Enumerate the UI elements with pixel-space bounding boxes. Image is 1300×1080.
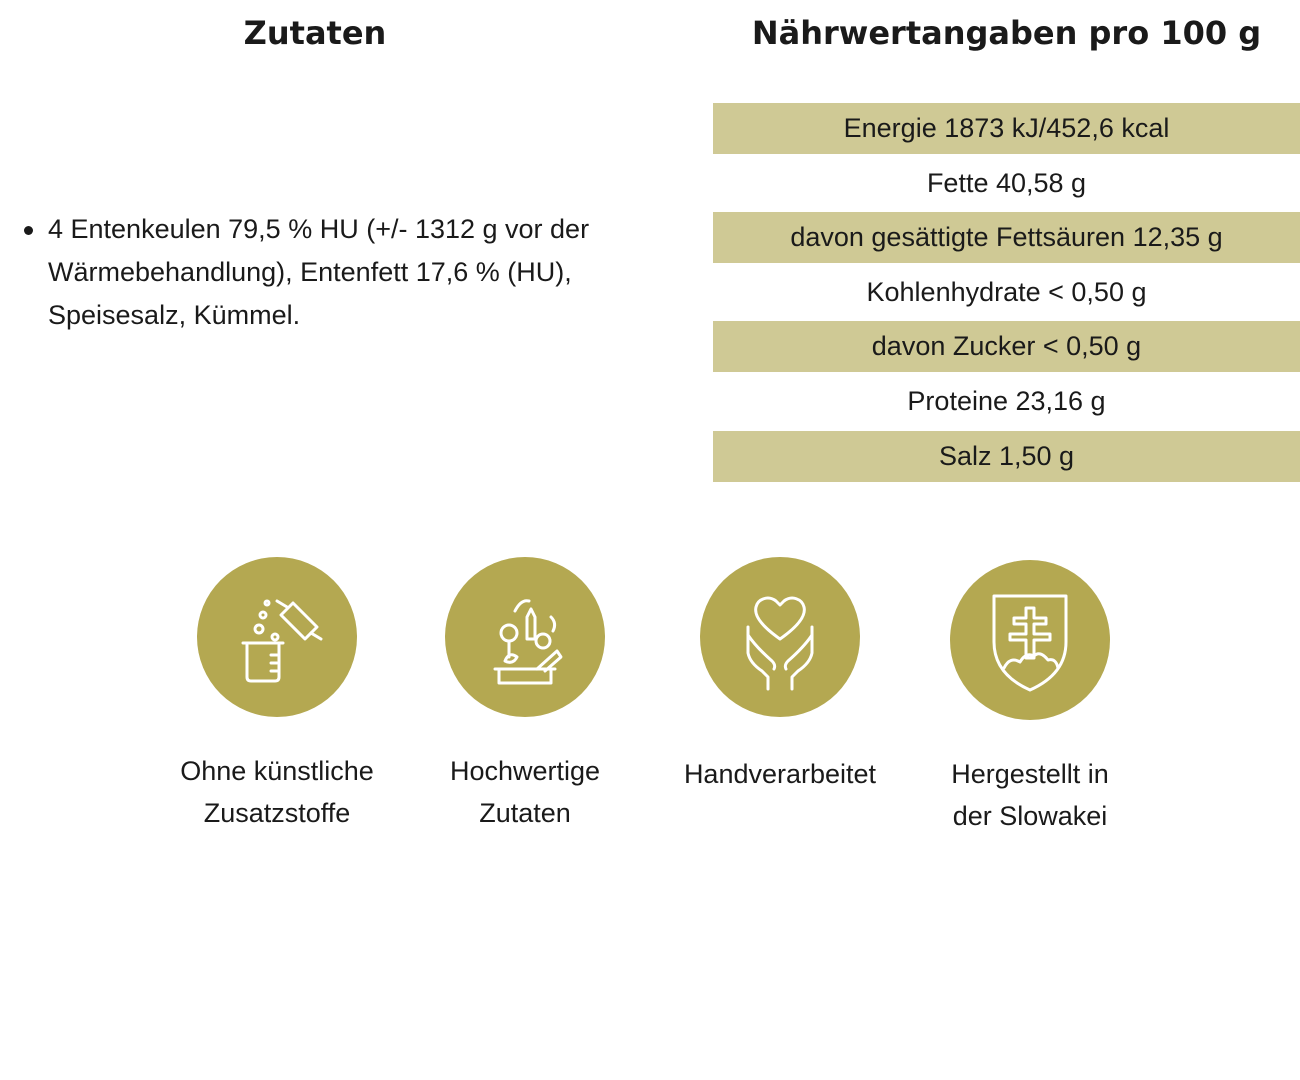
badge-label-line: Hochwertige	[449, 756, 601, 786]
badge-label-line: der Slowakei	[952, 801, 1108, 831]
nutrition-row-sugar: davon Zucker < 0,50 g	[713, 321, 1300, 373]
nutrition-table: Energie 1873 kJ/452,6 kcal Fette 40,58 g…	[713, 103, 1300, 485]
nutrition-row-saturated-fat: davon gesättigte Fettsäuren 12,35 g	[713, 212, 1300, 264]
ingredient-item: 4 Entenkeulen 79,5 % HU (+/- 1312 g vor …	[20, 208, 680, 337]
nutrition-row-energy: Energie 1873 kJ/452,6 kcal	[713, 103, 1300, 154]
badge-label-line: Zutaten	[479, 798, 571, 828]
slovak-coat-of-arms-icon	[950, 560, 1110, 720]
badge-label-line: Zusatzstoffe	[203, 798, 351, 828]
nutrition-heading: Nährwertangaben pro 100 g	[751, 14, 1262, 52]
badge-label-quality-ingredients: Hochwertige Zutaten	[405, 750, 645, 834]
nutrition-row-carbohydrates: Kohlenhydrate < 0,50 g	[866, 276, 1147, 307]
heart-hands-icon	[700, 557, 860, 717]
badge-label-line: Hergestellt in	[951, 759, 1109, 789]
badge-label-no-additives: Ohne künstliche Zusatzstoffe	[137, 750, 417, 834]
nutrition-row-protein: Proteine 23,16 g	[907, 385, 1106, 416]
nutrition-row-salt: Salz 1,50 g	[713, 430, 1300, 482]
badge-label-line: Handverarbeitet	[683, 759, 877, 789]
ingredients-heading: Zutaten	[243, 14, 387, 52]
badge-label-line: Ohne künstliche	[180, 756, 374, 786]
badge-label-made-in-slovakia: Hergestellt in der Slowakei	[910, 753, 1150, 837]
lab-flask-icon	[197, 557, 357, 717]
vegetables-basket-icon	[445, 557, 605, 717]
badge-label-handmade: Handverarbeitet	[640, 753, 920, 795]
ingredients-list: 4 Entenkeulen 79,5 % HU (+/- 1312 g vor …	[20, 208, 680, 337]
nutrition-row-fat: Fette 40,58 g	[926, 167, 1087, 198]
